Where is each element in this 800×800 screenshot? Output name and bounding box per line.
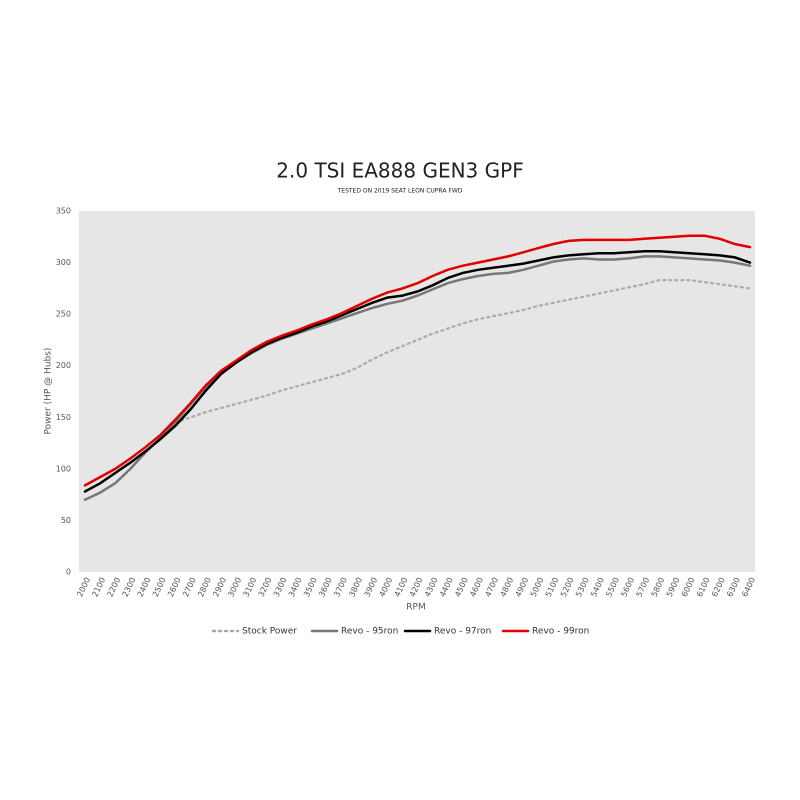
series-line [83, 249, 752, 493]
x-tick-label: 6400 [740, 576, 757, 598]
y-tick-label: 200 [56, 361, 71, 370]
y-tick-label: 350 [56, 207, 71, 216]
legend-label: Revo - 99ron [532, 627, 589, 637]
y-tick-label: 300 [56, 258, 71, 267]
series-line [83, 234, 752, 487]
y-tick-label: 250 [56, 310, 71, 319]
chart-subtitle: TESTED ON 2019 SEAT LEON CUPRA FWD [337, 188, 463, 195]
y-tick-label: 100 [56, 464, 71, 473]
y-tick-label: 150 [56, 413, 71, 422]
plot-area [79, 211, 755, 572]
y-axis-label: Power (HP @ Hubs) [44, 348, 54, 435]
legend-label: Revo - 97ron [434, 627, 491, 637]
series-line [83, 279, 752, 501]
x-axis-label: RPM [406, 603, 425, 613]
y-tick-label: 50 [61, 516, 71, 525]
chart-title: 2.0 TSI EA888 GEN3 GPF [276, 159, 523, 183]
legend-label: Stock Power [242, 627, 297, 637]
legend-label: Revo - 95ron [341, 627, 398, 637]
y-tick-label: 0 [66, 568, 71, 577]
